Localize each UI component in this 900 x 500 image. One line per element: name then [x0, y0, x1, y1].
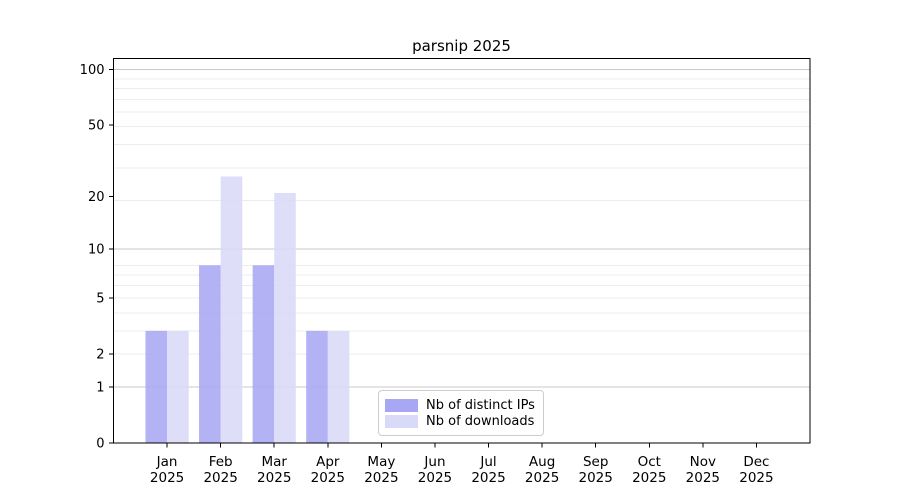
- y-tick-label: 100: [80, 63, 105, 78]
- x-tick-label-month: Oct: [638, 454, 661, 470]
- x-tick-label-year: 2025: [686, 470, 720, 486]
- x-tick-label-month: Mar: [261, 454, 287, 470]
- x-tick-label-year: 2025: [525, 470, 559, 486]
- bar-distinct-ips: [252, 265, 275, 443]
- x-tick-label-year: 2025: [203, 470, 237, 486]
- x-tick-label-year: 2025: [579, 470, 613, 486]
- bar-downloads: [274, 192, 296, 443]
- legend-item-downloads: Nb of downloads: [385, 415, 535, 428]
- bar-downloads: [167, 330, 189, 443]
- legend-swatch-distinct-ips: [385, 399, 418, 412]
- legend: Nb of distinct IPs Nb of downloads: [378, 390, 544, 436]
- y-tick-label: 50: [88, 118, 105, 133]
- x-tick-label-month: Dec: [743, 454, 769, 470]
- bar-downloads: [327, 330, 350, 443]
- y-tick-label: 20: [88, 190, 105, 205]
- x-tick-label-month: Sep: [583, 454, 608, 470]
- bar-distinct-ips: [145, 330, 168, 443]
- x-tick-label-month: Feb: [209, 454, 233, 470]
- legend-item-distinct-ips: Nb of distinct IPs: [385, 399, 535, 412]
- y-tick-label: 1: [96, 380, 104, 395]
- x-tick-label-month: May: [367, 454, 395, 470]
- x-tick-label-month: Nov: [690, 454, 716, 470]
- y-tick-label: 5: [96, 292, 104, 307]
- y-tick-label: 0: [96, 437, 104, 452]
- bar-downloads: [220, 176, 243, 443]
- x-tick-label-month: Aug: [529, 454, 555, 470]
- bar-distinct-ips: [306, 330, 328, 443]
- x-tick-label-year: 2025: [418, 470, 452, 486]
- x-tick-label-year: 2025: [364, 470, 398, 486]
- bar-distinct-ips: [199, 265, 221, 443]
- x-tick-label-year: 2025: [257, 470, 291, 486]
- x-tick-label-month: Jun: [423, 454, 445, 470]
- y-tick-label: 10: [88, 243, 105, 258]
- legend-swatch-downloads: [385, 415, 418, 428]
- x-tick-label-month: Jan: [156, 454, 178, 470]
- axes-spines: [113, 58, 811, 444]
- legend-label-distinct-ips: Nb of distinct IPs: [426, 398, 535, 413]
- x-tick-label-year: 2025: [632, 470, 666, 486]
- x-tick-label-year: 2025: [150, 470, 184, 486]
- x-tick-label-year: 2025: [471, 470, 505, 486]
- legend-label-downloads: Nb of downloads: [426, 414, 535, 429]
- x-tick-label-year: 2025: [739, 470, 773, 486]
- x-tick-label-month: Apr: [316, 454, 340, 470]
- y-tick-label: 2: [96, 348, 104, 363]
- x-tick-label-year: 2025: [311, 470, 345, 486]
- x-tick-label-month: Jul: [479, 454, 496, 470]
- chart-title: parsnip 2025: [412, 37, 511, 55]
